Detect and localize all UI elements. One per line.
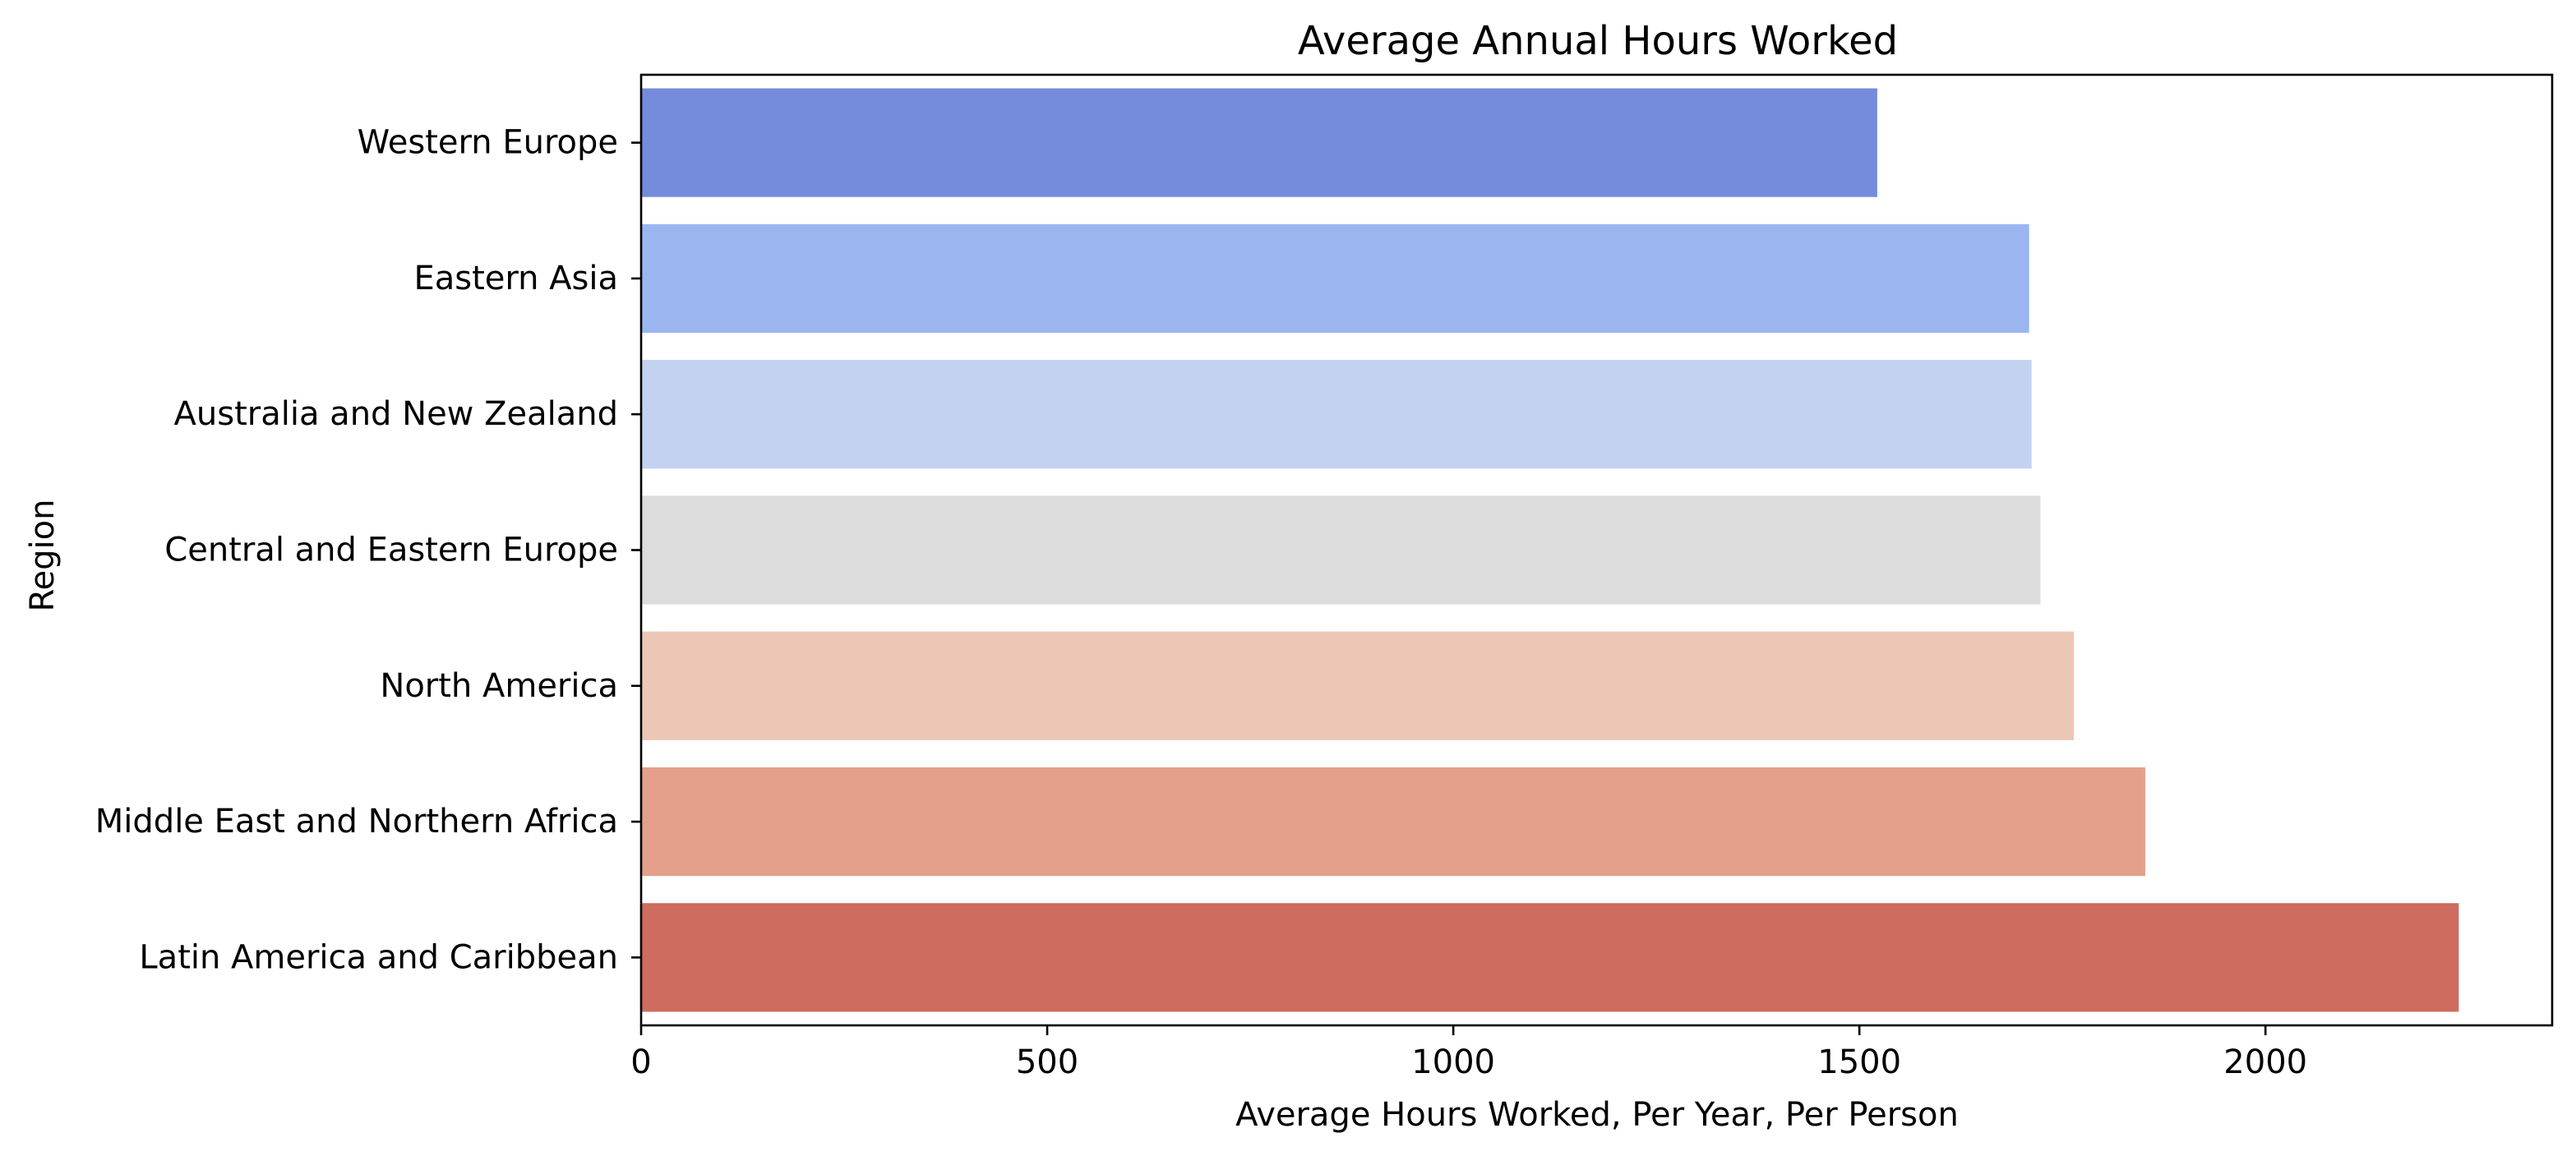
bar-north-america xyxy=(641,631,2075,740)
x-tick-label: 1000 xyxy=(1411,1043,1495,1081)
y-axis-title: Region xyxy=(24,500,62,612)
bar-australia-and-new-zealand xyxy=(641,360,2032,469)
bar-middle-east-and-northern-africa xyxy=(641,767,2145,877)
chart-title: Average Annual Hours Worked xyxy=(1298,18,1898,64)
bar-western-europe xyxy=(641,88,1877,197)
y-tick-label: Middle East and Northern Africa xyxy=(95,803,618,841)
x-axis: 0 500 1000 1500 2000 xyxy=(630,1025,2307,1081)
x-tick-label: 1500 xyxy=(1817,1043,1901,1081)
y-axis: Western Europe Eastern Asia Australia and … xyxy=(95,124,641,976)
x-tick-label: 0 xyxy=(630,1043,651,1081)
x-axis-title: Average Hours Worked, Per Year, Per Pers… xyxy=(1235,1096,1959,1134)
y-tick-label: Western Europe xyxy=(358,124,618,162)
bar-central-and-eastern-europe xyxy=(641,495,2041,605)
bar-eastern-asia xyxy=(641,223,2029,334)
y-tick-label: Central and Eastern Europe xyxy=(164,532,618,569)
plot-frame xyxy=(639,73,2554,1027)
y-tick-label: Eastern Asia xyxy=(413,260,618,297)
y-tick-label: North America xyxy=(380,667,618,705)
x-tick-label: 2000 xyxy=(2223,1043,2307,1081)
bars-group xyxy=(641,88,2459,1012)
y-tick-label: Latin America and Caribbean xyxy=(139,938,618,976)
x-tick-label: 500 xyxy=(1016,1043,1078,1081)
bar-latin-america-and-caribbean xyxy=(641,903,2459,1012)
y-tick-label: Australia and New Zealand xyxy=(174,395,618,433)
